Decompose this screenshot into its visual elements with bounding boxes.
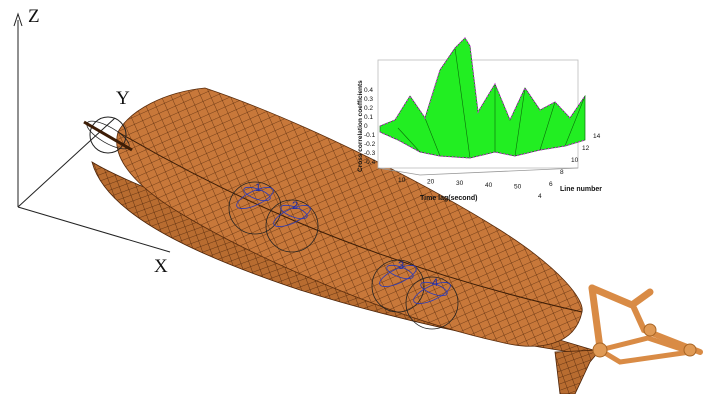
z-tick-labels: 0.4 0.3 0.2 0.1 0 -0.1 -0.2 -0.3 -0.4 [364,87,376,166]
cross-correlation-inset: 0.4 0.3 0.2 0.1 0 -0.1 -0.2 -0.3 -0.4 10 20 30 40 50… [357,37,602,202]
sensor-ring-3: 3 [371,259,425,313]
inset-z-axis-title: Cross correlation coefficients [357,80,364,172]
z-tick-label: 0.1 [364,114,373,121]
crane-structure [588,284,703,365]
ship-hull-mesh [91,87,601,394]
z-tick-label: 0.3 [364,96,373,103]
z-tick-label: -0.1 [364,132,376,139]
inset-y-axis-title: Line number [560,186,602,193]
x-tick-label: 50 [514,183,522,190]
z-tick-label: -0.4 [364,159,376,166]
x-tick-labels: 10 20 30 40 50 [398,177,522,190]
x-tick-label: 20 [427,179,435,186]
y-tick-label: 6 [549,181,553,188]
z-tick-label: 0.2 [364,105,373,112]
coordinate-axes: Z Y X [13,6,171,277]
z-tick-label: 0 [364,123,368,130]
z-axis-label: Z [28,6,40,27]
y-tick-label: 10 [571,157,579,164]
z-tick-label: -0.3 [364,150,376,157]
hull-keel [117,131,583,313]
y-tick-label: 14 [593,133,601,140]
sensor-ring-2: 2 [265,199,319,253]
sensor-label: 3 [398,260,404,272]
y-tick-label: 8 [560,169,564,176]
sensor-ring-4: 4 [405,276,459,330]
bow-marker [83,116,133,154]
x-tick-label: 30 [456,180,464,187]
sensor-layer: 1 2 3 4 [228,181,459,330]
x-tick-label: 10 [398,177,406,184]
z-tick-label: 0.4 [364,87,373,94]
x-axis-label: X [154,256,168,277]
sensor-label: 1 [255,182,261,194]
hull-stern [554,349,601,394]
y-tick-label: 4 [538,193,542,200]
y-axis-label: Y [116,88,130,109]
z-tick-label: -0.2 [364,141,376,148]
sensor-label: 2 [292,200,298,212]
sensor-label: 4 [432,277,438,289]
x-tick-label: 40 [485,182,493,189]
y-tick-label: 12 [582,145,590,152]
inset-x-axis-title: Time lag(second) [420,195,477,202]
